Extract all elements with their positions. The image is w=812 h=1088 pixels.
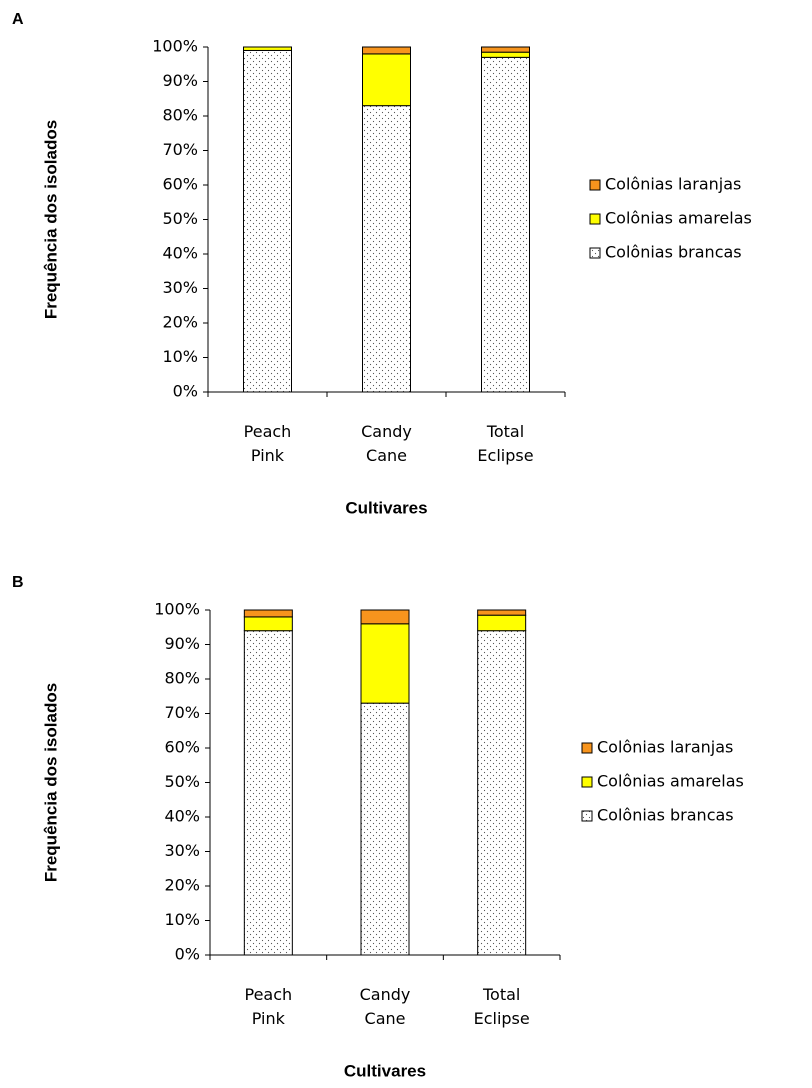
x-tick-label: Peach Pink — [244, 422, 292, 465]
y-tick-label: 20% — [164, 876, 200, 895]
y-tick-label: 50% — [164, 772, 200, 791]
y-tick-label: 80% — [162, 106, 198, 125]
bar-segment — [477, 614, 527, 632]
bar-segment — [360, 609, 410, 625]
legend-label: Colônias amarelas — [605, 209, 752, 228]
bar-segment — [477, 609, 527, 616]
x-tick-line: Cane — [366, 446, 407, 465]
panel-label: A — [12, 11, 24, 28]
x-tick-line: Candy — [361, 422, 412, 441]
legend-swatch — [581, 810, 593, 822]
y-axis-label: Frequência dos isolados — [41, 120, 60, 319]
bar-segment — [362, 53, 411, 107]
panel-label: B — [12, 574, 24, 591]
y-tick-label: 100% — [154, 600, 200, 619]
y-tick-label: 100% — [152, 37, 198, 56]
legend-label: Colônias laranjas — [597, 738, 733, 757]
x-tick-label: Candy Cane — [361, 422, 412, 465]
legend-label: Colônias brancas — [605, 243, 742, 262]
y-tick-label: 30% — [164, 841, 200, 860]
y-tick-label: 80% — [164, 669, 200, 688]
bar-segment — [481, 46, 530, 53]
legend-swatch — [589, 213, 601, 225]
x-tick-line: Pink — [251, 446, 285, 465]
y-tick-label: 70% — [164, 703, 200, 722]
legend-label: Colônias amarelas — [597, 772, 744, 791]
legend-label: Colônias brancas — [597, 806, 734, 825]
x-tick-line: Eclipse — [474, 1009, 530, 1028]
y-tick-label: 10% — [164, 910, 200, 929]
x-tick-line: Candy — [360, 985, 411, 1004]
bar-segment — [477, 630, 527, 956]
x-tick-line: Total — [486, 422, 524, 441]
bar-segment — [360, 702, 410, 956]
y-tick-label: 90% — [164, 634, 200, 653]
y-tick-label: 40% — [162, 244, 198, 263]
bar-segment — [481, 56, 530, 393]
legend-swatch — [589, 179, 601, 191]
legend-swatch — [581, 776, 593, 788]
x-tick-label: Peach Pink — [244, 985, 292, 1028]
x-tick-line: Peach — [244, 985, 292, 1004]
x-tick-label: Candy Cane — [360, 985, 411, 1028]
bar-segment — [362, 105, 411, 393]
y-tick-label: 60% — [164, 738, 200, 757]
y-tick-label: 30% — [162, 278, 198, 297]
legend-label: Colônias laranjas — [605, 175, 741, 194]
x-tick-label: Total Eclipse — [474, 985, 530, 1028]
x-axis-label: Cultivares — [344, 1061, 426, 1080]
x-tick-line: Total — [482, 985, 520, 1004]
bar-segment — [360, 623, 410, 704]
bar-segment — [243, 616, 293, 632]
y-tick-label: 90% — [162, 71, 198, 90]
legend-swatch — [589, 247, 601, 259]
y-axis-label: Frequência dos isolados — [41, 683, 60, 882]
bar-segment — [243, 609, 293, 618]
y-tick-label: 0% — [175, 945, 200, 964]
bar-segment — [243, 630, 293, 956]
x-tick-line: Eclipse — [477, 446, 533, 465]
x-tick-line: Pink — [252, 1009, 286, 1028]
bar-segment — [481, 51, 530, 58]
x-tick-label: Total Eclipse — [477, 422, 533, 465]
y-tick-label: 40% — [164, 807, 200, 826]
x-axis-label: Cultivares — [345, 498, 427, 517]
y-tick-label: 10% — [162, 347, 198, 366]
bar-segment — [243, 49, 292, 393]
y-tick-label: 50% — [162, 209, 198, 228]
y-tick-label: 20% — [162, 313, 198, 332]
bar-segment — [362, 46, 411, 55]
legend-swatch — [581, 742, 593, 754]
bar-segment — [243, 46, 292, 51]
x-tick-line: Cane — [365, 1009, 406, 1028]
y-tick-label: 0% — [173, 382, 198, 401]
y-tick-label: 60% — [162, 175, 198, 194]
x-tick-line: Peach — [244, 422, 292, 441]
y-tick-label: 70% — [162, 140, 198, 159]
